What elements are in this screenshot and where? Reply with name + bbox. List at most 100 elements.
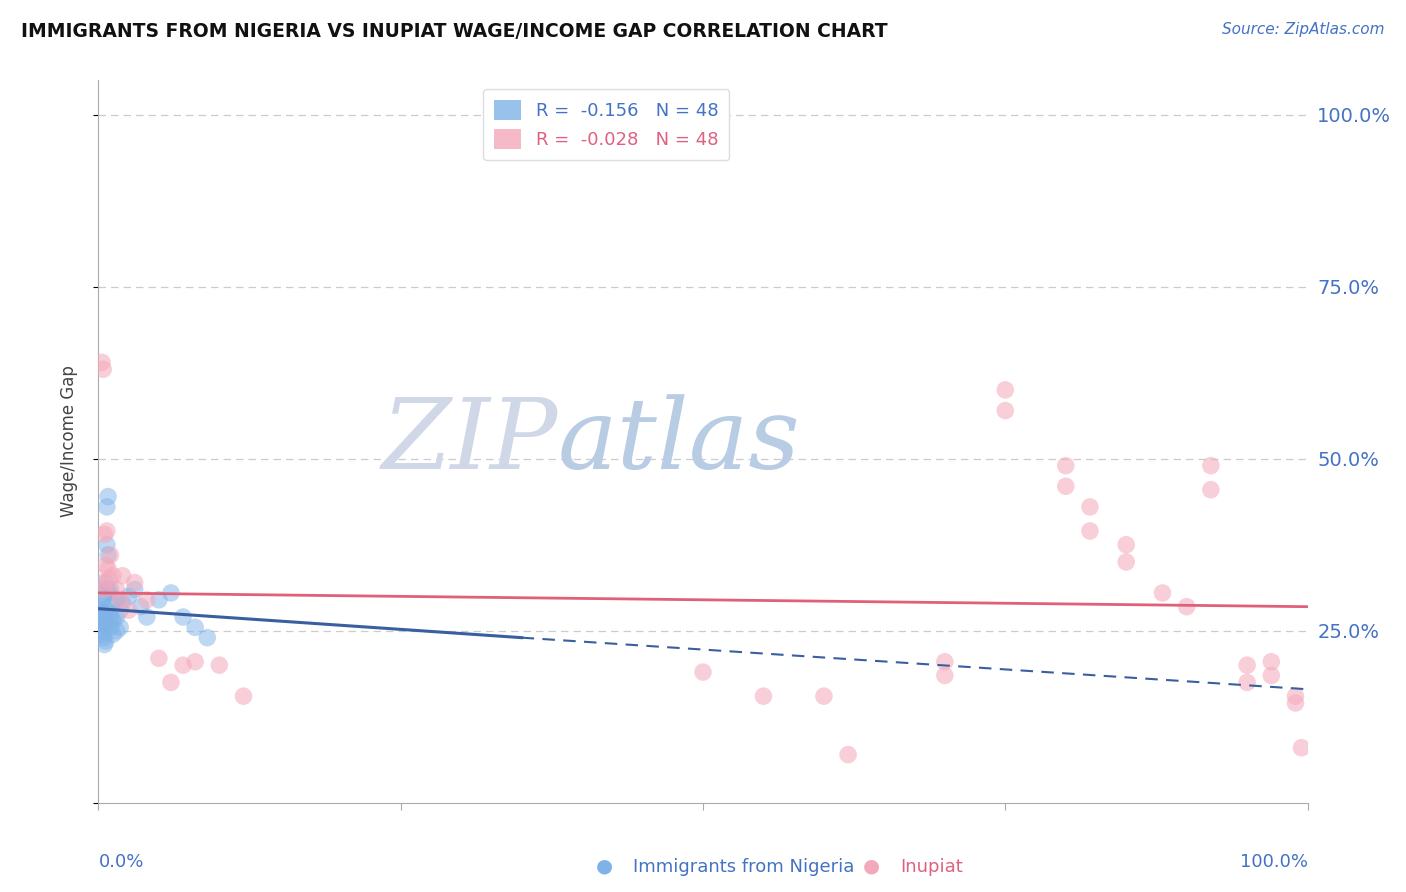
Point — [184, 655, 207, 669]
Point — [108, 620, 131, 634]
Point — [105, 624, 128, 638]
Point — [1284, 689, 1306, 703]
Point — [91, 362, 114, 376]
Point — [94, 614, 117, 628]
Point — [108, 592, 131, 607]
Point — [1115, 538, 1137, 552]
Point — [90, 575, 112, 590]
Legend: R =  -0.156   N = 48, R =  -0.028   N = 48: R = -0.156 N = 48, R = -0.028 N = 48 — [484, 89, 730, 160]
Point — [96, 538, 118, 552]
Text: ZIP: ZIP — [381, 394, 558, 489]
Point — [994, 403, 1017, 417]
Point — [93, 590, 115, 604]
Point — [752, 689, 775, 703]
Point — [124, 575, 146, 590]
Point — [124, 582, 146, 597]
Point — [90, 603, 112, 617]
Point — [172, 658, 194, 673]
Point — [93, 638, 115, 652]
Text: ●: ● — [863, 857, 880, 876]
Point — [100, 610, 122, 624]
Point — [148, 592, 170, 607]
Point — [93, 624, 115, 638]
Point — [100, 582, 122, 597]
Point — [90, 616, 112, 631]
Point — [101, 627, 124, 641]
Point — [98, 607, 121, 621]
Point — [232, 689, 254, 703]
Point — [129, 599, 152, 614]
Point — [101, 568, 124, 582]
Point — [1236, 658, 1258, 673]
Point — [91, 592, 114, 607]
Point — [1175, 599, 1198, 614]
Point — [1152, 586, 1174, 600]
Point — [105, 610, 128, 624]
Point — [97, 562, 120, 576]
Point — [1291, 740, 1313, 755]
Point — [1236, 675, 1258, 690]
Point — [111, 568, 134, 582]
Point — [1260, 668, 1282, 682]
Text: Immigrants from Nigeria: Immigrants from Nigeria — [633, 858, 853, 876]
Point — [160, 586, 183, 600]
Point — [98, 572, 121, 586]
Point — [208, 658, 231, 673]
Point — [837, 747, 859, 762]
Point — [93, 610, 115, 624]
Point — [994, 383, 1017, 397]
Point — [91, 620, 114, 634]
Point — [105, 592, 128, 607]
Point — [93, 527, 115, 541]
Point — [91, 607, 114, 621]
Text: Source: ZipAtlas.com: Source: ZipAtlas.com — [1222, 22, 1385, 37]
Point — [108, 603, 131, 617]
Point — [135, 592, 157, 607]
Point — [148, 651, 170, 665]
Point — [96, 500, 118, 514]
Point — [97, 548, 120, 562]
Point — [91, 616, 114, 631]
Text: Inupiat: Inupiat — [900, 858, 963, 876]
Point — [195, 631, 218, 645]
Point — [692, 665, 714, 679]
Point — [105, 582, 128, 597]
Point — [172, 610, 194, 624]
Point — [94, 603, 117, 617]
Point — [100, 548, 122, 562]
Point — [91, 355, 114, 369]
Point — [94, 575, 117, 590]
Point — [97, 490, 120, 504]
Point — [111, 596, 134, 610]
Point — [1284, 696, 1306, 710]
Point — [184, 620, 207, 634]
Point — [813, 689, 835, 703]
Point — [91, 627, 114, 641]
Point — [1199, 483, 1222, 497]
Point — [96, 582, 118, 597]
Point — [1078, 524, 1101, 538]
Text: atlas: atlas — [558, 394, 800, 489]
Point — [93, 582, 115, 597]
Point — [96, 524, 118, 538]
Point — [118, 603, 141, 617]
Point — [91, 582, 114, 597]
Point — [135, 610, 157, 624]
Point — [934, 668, 956, 682]
Point — [1199, 458, 1222, 473]
Point — [1115, 555, 1137, 569]
Point — [1054, 479, 1077, 493]
Point — [98, 586, 121, 600]
Point — [90, 610, 112, 624]
Point — [1054, 458, 1077, 473]
Text: 100.0%: 100.0% — [1240, 854, 1308, 871]
Text: IMMIGRANTS FROM NIGERIA VS INUPIAT WAGE/INCOME GAP CORRELATION CHART: IMMIGRANTS FROM NIGERIA VS INUPIAT WAGE/… — [21, 22, 887, 41]
Point — [94, 634, 117, 648]
Point — [1260, 655, 1282, 669]
Text: ●: ● — [596, 857, 613, 876]
Point — [1078, 500, 1101, 514]
Point — [160, 675, 183, 690]
Y-axis label: Wage/Income Gap: Wage/Income Gap — [59, 366, 77, 517]
Text: 0.0%: 0.0% — [98, 854, 143, 871]
Point — [101, 596, 124, 610]
